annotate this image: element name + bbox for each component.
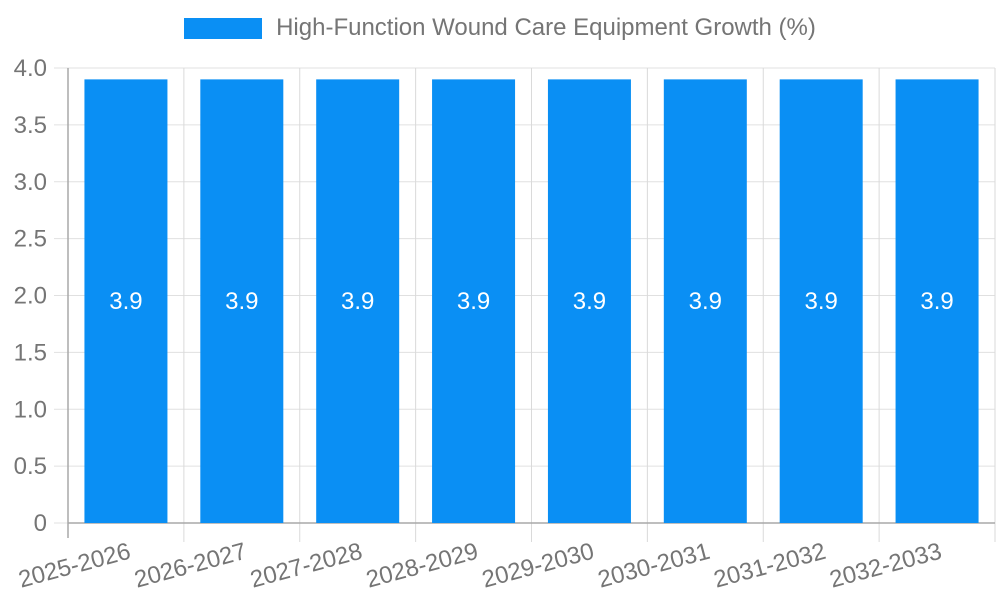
y-tick-label: 1.0 [14, 396, 47, 423]
x-tick-label: 2032-2033 [827, 538, 945, 594]
y-tick-label: 4.0 [14, 55, 47, 82]
bar-2027-2028 [316, 79, 400, 523]
bar-2030-2031 [663, 79, 747, 523]
y-tick-label: 3.5 [14, 112, 47, 139]
y-tick-label: 1.5 [14, 339, 47, 366]
x-tick-label: 2030-2031 [595, 538, 713, 594]
y-tick-label: 3.0 [14, 169, 47, 196]
legend-swatch [184, 17, 263, 39]
bar-2028-2029 [432, 79, 516, 523]
y-tick-label: 0 [34, 510, 47, 537]
bar-value-label: 3.9 [341, 288, 374, 315]
x-tick-label: 2027-2028 [247, 538, 365, 594]
bar-2025-2026 [84, 79, 168, 523]
bar-value-label: 3.9 [920, 288, 953, 315]
x-tick-label: 2028-2029 [363, 538, 481, 594]
y-tick-label: 0.5 [14, 453, 47, 480]
y-tick-label: 2.0 [14, 283, 47, 310]
legend-item[interactable]: High-Function Wound Care Equipment Growt… [184, 14, 816, 41]
x-tick-label: 2025-2026 [16, 538, 134, 594]
bar-value-label: 3.9 [573, 288, 606, 315]
legend: High-Function Wound Care Equipment Growt… [0, 14, 1000, 41]
bar-2029-2030 [547, 79, 631, 523]
bar-value-label: 3.9 [457, 288, 490, 315]
bar-value-label: 3.9 [689, 288, 722, 315]
x-tick-label: 2031-2032 [711, 538, 829, 594]
bar-value-label: 3.9 [109, 288, 142, 315]
legend-label: High-Function Wound Care Equipment Growt… [276, 14, 816, 41]
bar-2031-2032 [779, 79, 863, 523]
x-tick-label: 2026-2027 [132, 538, 250, 594]
bar-2026-2027 [200, 79, 284, 523]
x-tick-label: 2029-2030 [479, 538, 597, 594]
bar-value-label: 3.9 [225, 288, 258, 315]
bar-value-label: 3.9 [805, 288, 838, 315]
bar-2032-2033 [895, 79, 979, 523]
y-tick-label: 2.5 [14, 226, 47, 253]
